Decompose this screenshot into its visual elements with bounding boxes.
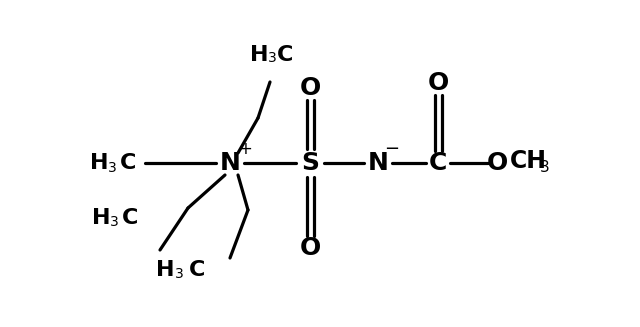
Text: 3: 3 [108, 161, 116, 175]
Text: C: C [122, 208, 138, 228]
Text: H: H [90, 153, 108, 173]
Text: H: H [250, 45, 268, 65]
Text: O: O [300, 76, 321, 100]
Text: C: C [120, 153, 136, 173]
Text: −: − [385, 140, 399, 158]
Text: 3: 3 [268, 51, 276, 65]
Text: C: C [429, 151, 447, 175]
Text: N: N [220, 151, 241, 175]
Text: H: H [92, 208, 110, 228]
Text: CH: CH [509, 149, 547, 173]
Text: O: O [300, 236, 321, 260]
Text: 3: 3 [540, 161, 550, 176]
Text: 3: 3 [175, 267, 184, 281]
Text: +: + [238, 140, 252, 158]
Text: 3: 3 [109, 215, 118, 229]
Text: H: H [157, 260, 175, 280]
Text: O: O [486, 151, 508, 175]
Text: S: S [301, 151, 319, 175]
Text: C: C [189, 260, 205, 280]
Text: N: N [367, 151, 388, 175]
Text: C: C [277, 45, 293, 65]
Text: O: O [428, 71, 449, 95]
